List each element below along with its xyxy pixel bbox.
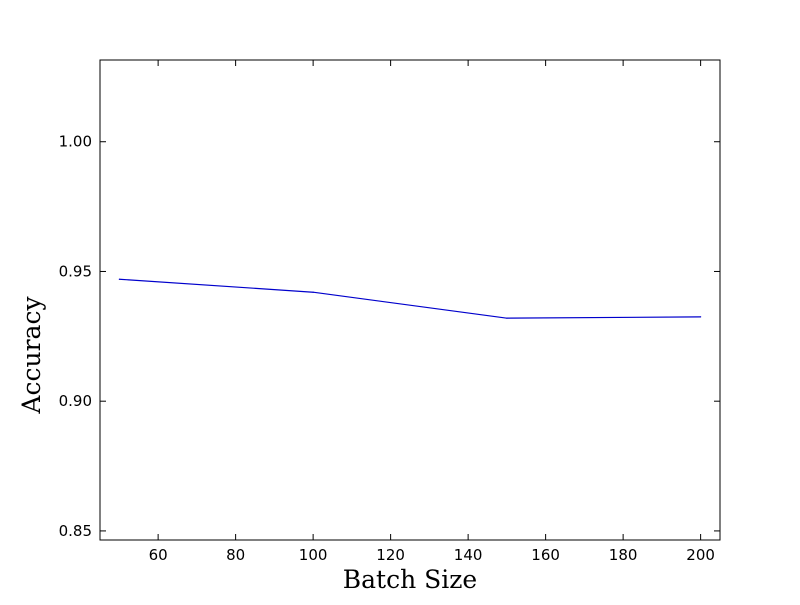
data-point — [506, 317, 508, 319]
x-tick-label: 80 — [226, 546, 245, 564]
x-tick-label: 140 — [454, 546, 483, 564]
x-tick-label: 100 — [299, 546, 328, 564]
series-line — [119, 278, 701, 319]
data-point — [118, 278, 120, 280]
x-tick-label: 60 — [149, 546, 168, 564]
x-axis-ticks: 60 80 100 120 140 160 180 200 — [149, 60, 715, 564]
x-tick-label: 120 — [376, 546, 405, 564]
x-tick-label: 160 — [531, 546, 560, 564]
y-axis-title: Accuracy — [17, 296, 46, 415]
y-axis-ticks: 0.85 0.90 0.95 1.00 — [59, 133, 720, 540]
data-point — [700, 316, 702, 318]
x-tick-label: 180 — [609, 546, 638, 564]
x-tick-label: 200 — [686, 546, 715, 564]
y-tick-label: 1.00 — [59, 133, 92, 151]
data-point — [312, 291, 314, 293]
x-axis-title: Batch Size — [343, 565, 477, 594]
y-tick-label: 0.95 — [59, 262, 92, 280]
y-tick-label: 0.85 — [59, 522, 92, 540]
plot-frame — [99, 59, 721, 541]
series-group — [118, 278, 702, 319]
y-tick-label: 0.90 — [59, 392, 92, 410]
